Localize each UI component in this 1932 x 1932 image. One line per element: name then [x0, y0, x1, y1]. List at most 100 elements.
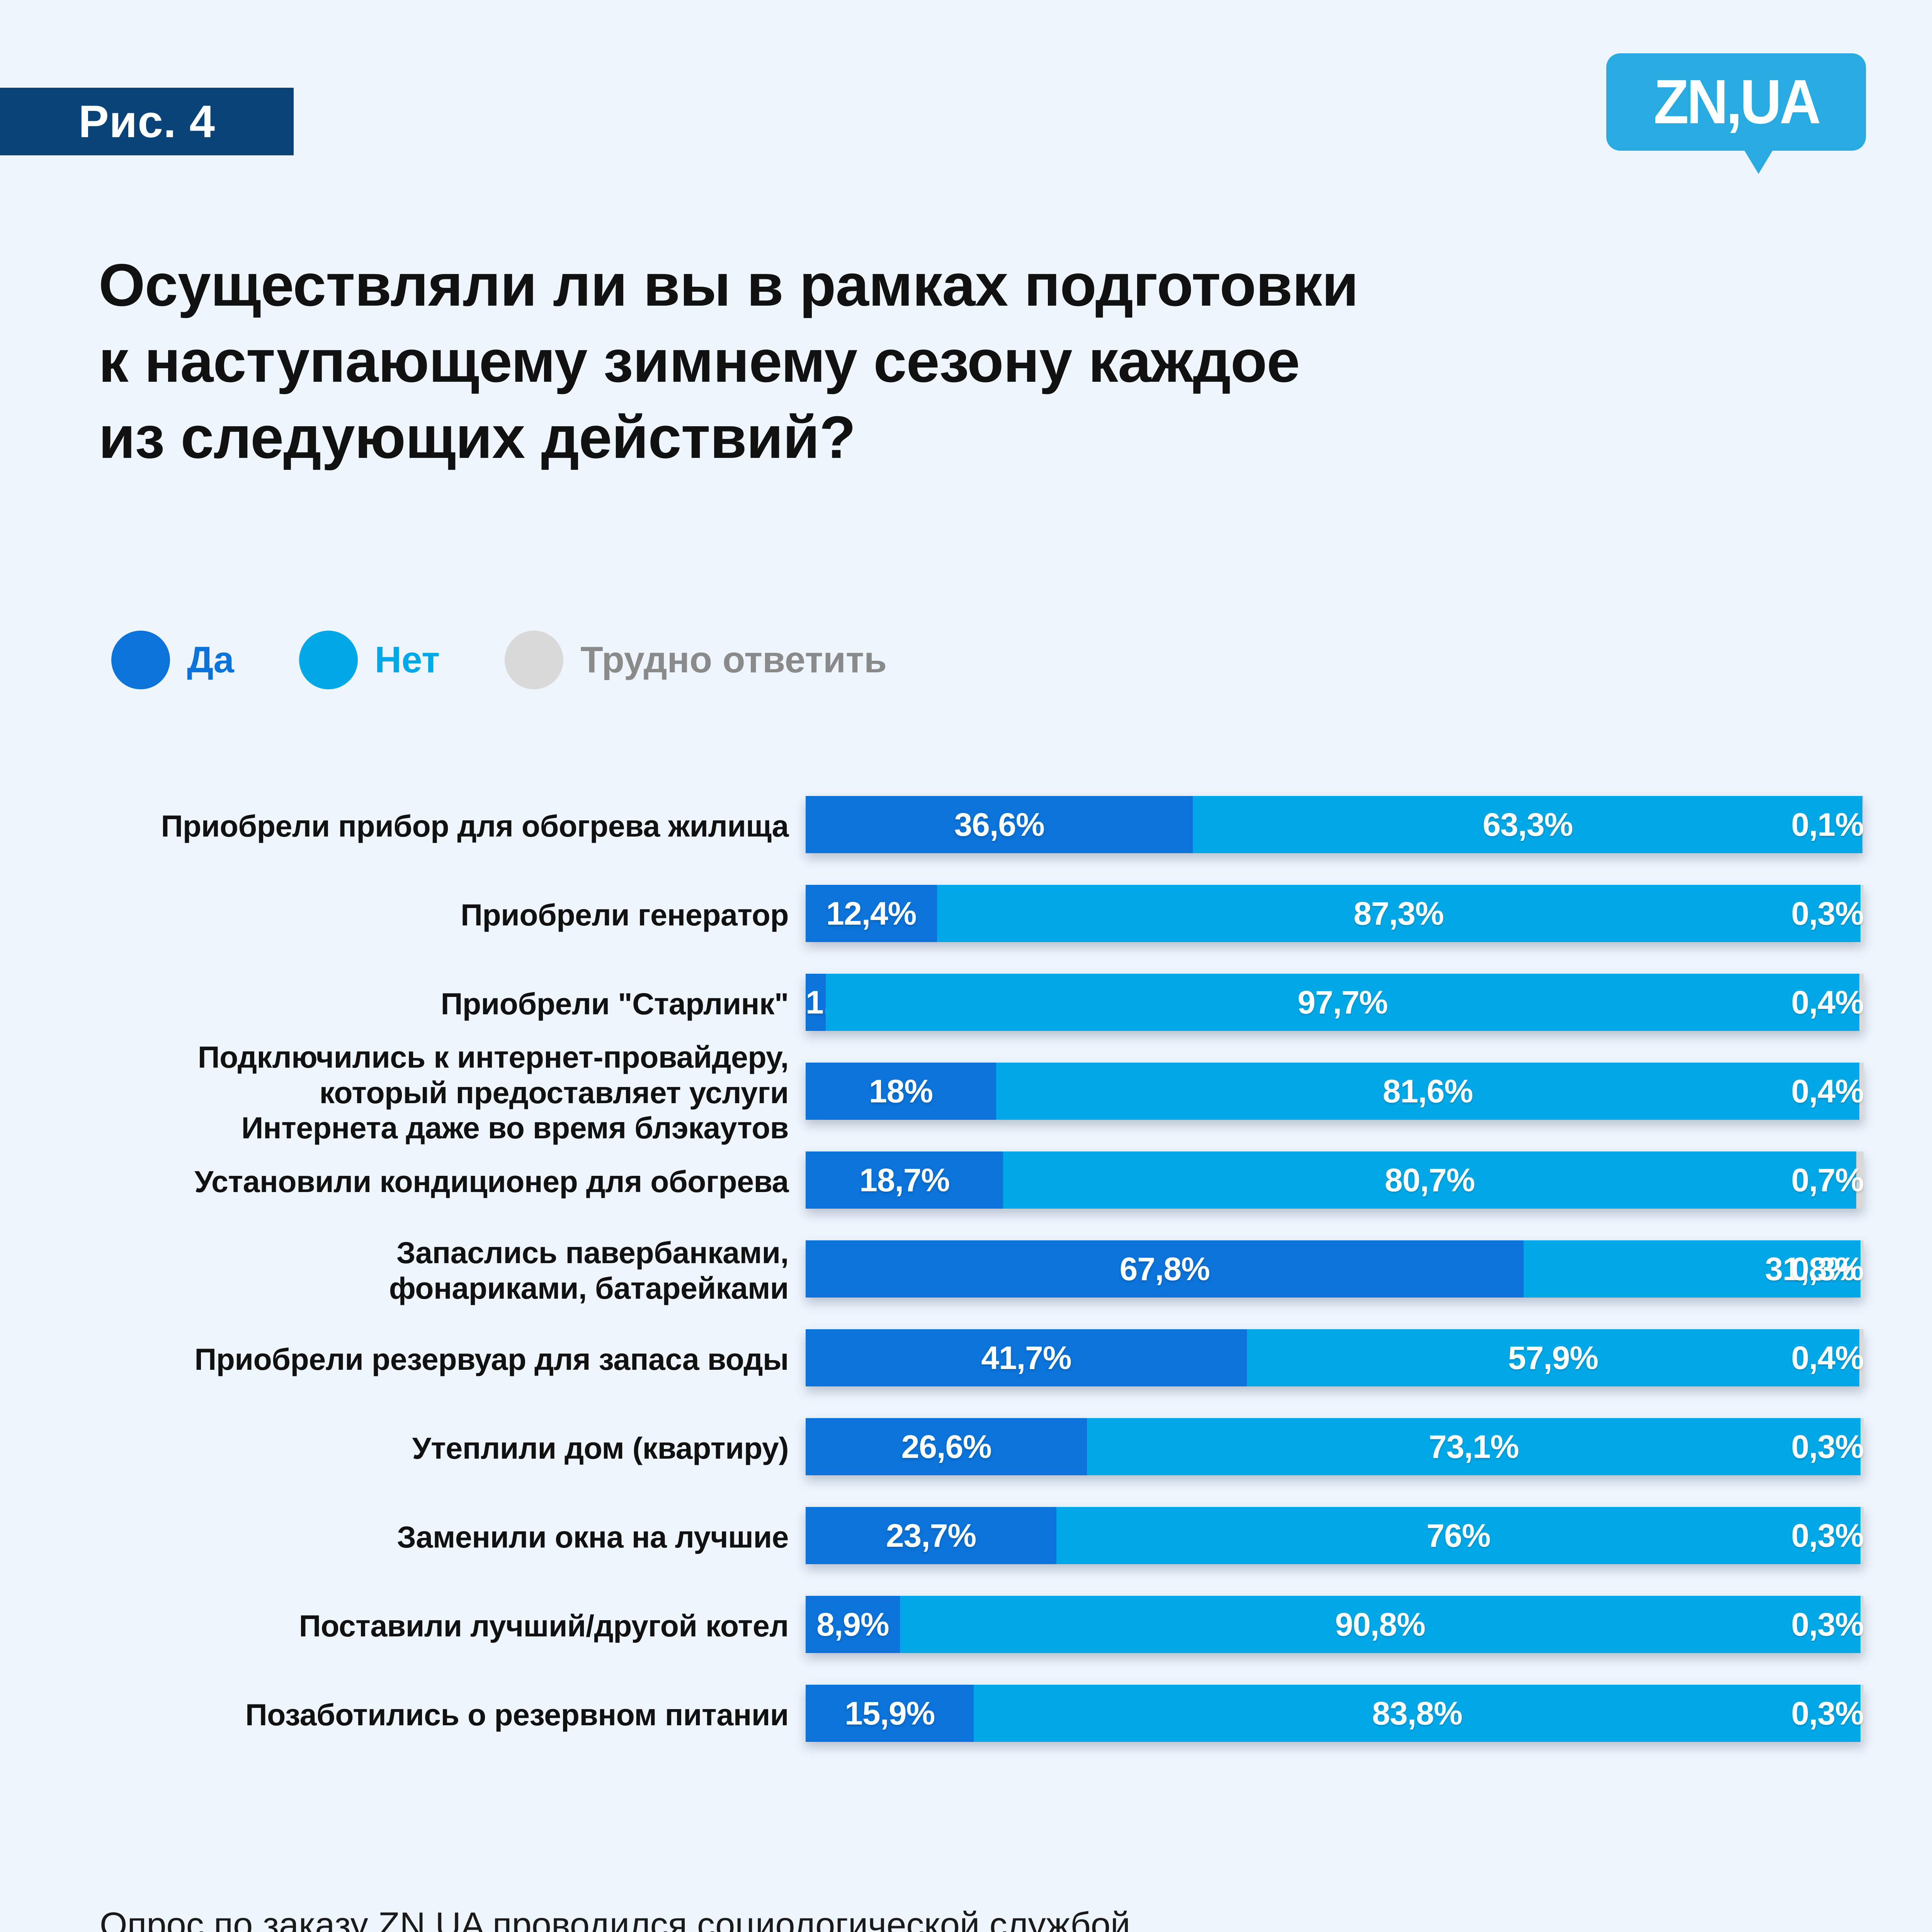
segment-hard[interactable]: 0,7% [1791, 1151, 1864, 1209]
stacked-bar[interactable]: 18,7% 80,7% 0,7% [806, 1151, 1864, 1209]
segment-value-label: 0,3% [1791, 1695, 1864, 1731]
row-category-label: Установили кондиционер для обогрева [16, 1164, 789, 1199]
chart-row: Установили кондиционер для обогрева 18,7%… [0, 1151, 1932, 1240]
segment-value-label: 0,4% [1791, 1339, 1864, 1376]
segment-no[interactable]: 80,7% [1003, 1151, 1856, 1209]
segment-value-label: 18% [869, 1073, 933, 1109]
segment-hard[interactable]: 0,3% [1791, 1418, 1864, 1475]
segment-value-label: 67,8% [1119, 1250, 1210, 1287]
row-category-label-line: Интернета даже во время блэкаутов [241, 1111, 789, 1145]
segment-no[interactable]: 87,3% [937, 885, 1861, 942]
segment-hard[interactable]: 0,3% [1791, 1596, 1864, 1653]
title-line-1: Осуществляли ли вы в рамках подготовки [99, 252, 1359, 318]
footnote-line: Опрос по заказу ZN.UA проводился социоло… [100, 1905, 1131, 1932]
segment-value-label: 0,1% [1791, 806, 1864, 843]
stacked-bar[interactable]: 41,7% 57,9% 0,4% [806, 1329, 1864, 1386]
segment-value-label: 26,6% [901, 1428, 992, 1465]
segment-no[interactable]: 90,8% [900, 1596, 1861, 1653]
segment-value-label: 87,3% [1354, 895, 1444, 932]
segment-value-label: 0,3% [1791, 1517, 1864, 1554]
segment-yes[interactable]: 12,4% [806, 885, 937, 942]
legend-swatch-icon [299, 631, 358, 689]
speech-bubble-icon: ZN,UA [1606, 53, 1866, 151]
segment-yes[interactable]: 18% [806, 1063, 996, 1120]
stacked-bar[interactable]: 36,6% 63,3% 0,1% [806, 796, 1864, 853]
row-category-label: Приобрели прибор для обогрева жилища [16, 808, 789, 844]
chart-row: Приобрели резервуар для запаса воды 41,7%… [0, 1329, 1932, 1418]
chart-row: Поставили лучший/другой котел 8,9% 90,8% 0,… [0, 1596, 1932, 1685]
title-line-2: к наступающему зимнему сезону каждое [99, 327, 1300, 395]
row-category-label-line: Приобрели прибор для обогрева жилища [161, 809, 789, 843]
segment-yes[interactable]: 36,6% [806, 796, 1193, 853]
legend-item-2[interactable]: Трудно ответить [505, 631, 887, 689]
row-category-label-line: Утеплили дом (квартиру) [412, 1431, 789, 1465]
stacked-bar[interactable]: 12,4% 87,3% 0,3% [806, 885, 1864, 942]
segment-value-label: 0,3% [1791, 1250, 1864, 1287]
segment-value-label: 76% [1426, 1517, 1491, 1554]
segment-no[interactable]: 57,9% [1247, 1329, 1860, 1386]
row-category-label-line: Приобрели "Старлинк" [440, 986, 789, 1021]
segment-hard[interactable]: 0,3% [1791, 1240, 1864, 1298]
segment-no[interactable]: 31,8% [1524, 1240, 1861, 1298]
legend-swatch-icon [505, 631, 564, 689]
segment-yes[interactable]: 8,9% [806, 1596, 900, 1653]
segment-value-label: 12,4% [826, 895, 917, 932]
row-category-label-line: Запаслись павербанками, [396, 1235, 789, 1270]
segment-hard[interactable]: 0,4% [1791, 1063, 1864, 1120]
segment-no[interactable]: 63,3% [1193, 796, 1863, 853]
row-category-label-line: Поставили лучший/другой котел [299, 1609, 789, 1643]
stacked-bar[interactable]: 15,9% 83,8% 0,3% [806, 1685, 1864, 1742]
chart-row: Приобрели "Старлинк" 1,9% 97,7% 0,4% [0, 974, 1932, 1063]
segment-value-label: 81,6% [1383, 1073, 1473, 1109]
row-category-label-line: Установили кондиционер для обогрева [194, 1164, 789, 1199]
legend-item-1[interactable]: Нет [299, 631, 440, 689]
segment-no[interactable]: 73,1% [1087, 1418, 1861, 1475]
legend-label: Трудно ответить [580, 639, 887, 680]
segment-value-label: 41,7% [981, 1339, 1071, 1376]
stacked-bar[interactable]: 1,9% 97,7% 0,4% [806, 974, 1864, 1031]
segment-hard[interactable]: 0,3% [1791, 885, 1864, 942]
stacked-bar[interactable]: 18% 81,6% 0,4% [806, 1063, 1864, 1120]
segment-yes[interactable]: 15,9% [806, 1685, 974, 1742]
segment-no[interactable]: 81,6% [996, 1063, 1860, 1120]
methodology-footnote: Опрос по заказу ZN.UA проводился социоло… [100, 1900, 1761, 1932]
segment-value-label: 23,7% [886, 1517, 976, 1554]
segment-no[interactable]: 76% [1056, 1507, 1861, 1564]
row-category-label: Утеплили дом (квартиру) [16, 1430, 789, 1466]
stacked-bar[interactable]: 67,8% 31,8% 0,3% [806, 1240, 1864, 1298]
row-category-label: Подключились к интернет-провайдеру, котор… [16, 1039, 789, 1146]
segment-no[interactable]: 83,8% [974, 1685, 1861, 1742]
segment-hard[interactable]: 0,1% [1791, 796, 1864, 853]
segment-value-label: 15,9% [845, 1695, 935, 1731]
segment-hard[interactable]: 0,4% [1791, 1329, 1864, 1386]
segment-no[interactable]: 97,7% [826, 974, 1860, 1031]
segment-value-label: 90,8% [1335, 1606, 1425, 1643]
segment-yes[interactable]: 26,6% [806, 1418, 1087, 1475]
legend-label: Нет [374, 639, 440, 680]
segment-value-label: 0,7% [1791, 1162, 1864, 1198]
segment-yes[interactable]: 23,7% [806, 1507, 1056, 1564]
segment-hard[interactable]: 0,3% [1791, 1685, 1864, 1742]
row-category-label: Позаботились о резервном питании [16, 1697, 789, 1733]
figure-badge: Рис. 4 [0, 88, 294, 155]
segment-value-label: 0,3% [1791, 895, 1864, 932]
segment-yes[interactable]: 41,7% [806, 1329, 1247, 1386]
stacked-bar[interactable]: 8,9% 90,8% 0,3% [806, 1596, 1864, 1653]
legend-item-0[interactable]: Да [111, 631, 234, 689]
zn-ua-logo[interactable]: ZN,UA [1606, 53, 1866, 174]
segment-yes[interactable]: 1,9% [806, 974, 878, 1031]
segment-yes[interactable]: 18,7% [806, 1151, 1003, 1209]
segment-hard[interactable]: 0,4% [1791, 974, 1864, 1031]
segment-value-label: 73,1% [1429, 1428, 1519, 1465]
segment-value-label: 83,8% [1372, 1695, 1463, 1731]
segment-value-label: 0,4% [1791, 984, 1864, 1020]
row-category-label-line: Приобрели генератор [461, 898, 789, 932]
legend-swatch-icon [111, 631, 170, 689]
title-line-3: из следующих действий? [99, 403, 856, 471]
segment-yes[interactable]: 67,8% [806, 1240, 1524, 1298]
segment-value-label: 36,6% [954, 806, 1044, 843]
logo-text: ZN,UA [1653, 67, 1821, 137]
segment-hard[interactable]: 0,3% [1791, 1507, 1864, 1564]
stacked-bar[interactable]: 23,7% 76% 0,3% [806, 1507, 1864, 1564]
stacked-bar[interactable]: 26,6% 73,1% 0,3% [806, 1418, 1864, 1475]
